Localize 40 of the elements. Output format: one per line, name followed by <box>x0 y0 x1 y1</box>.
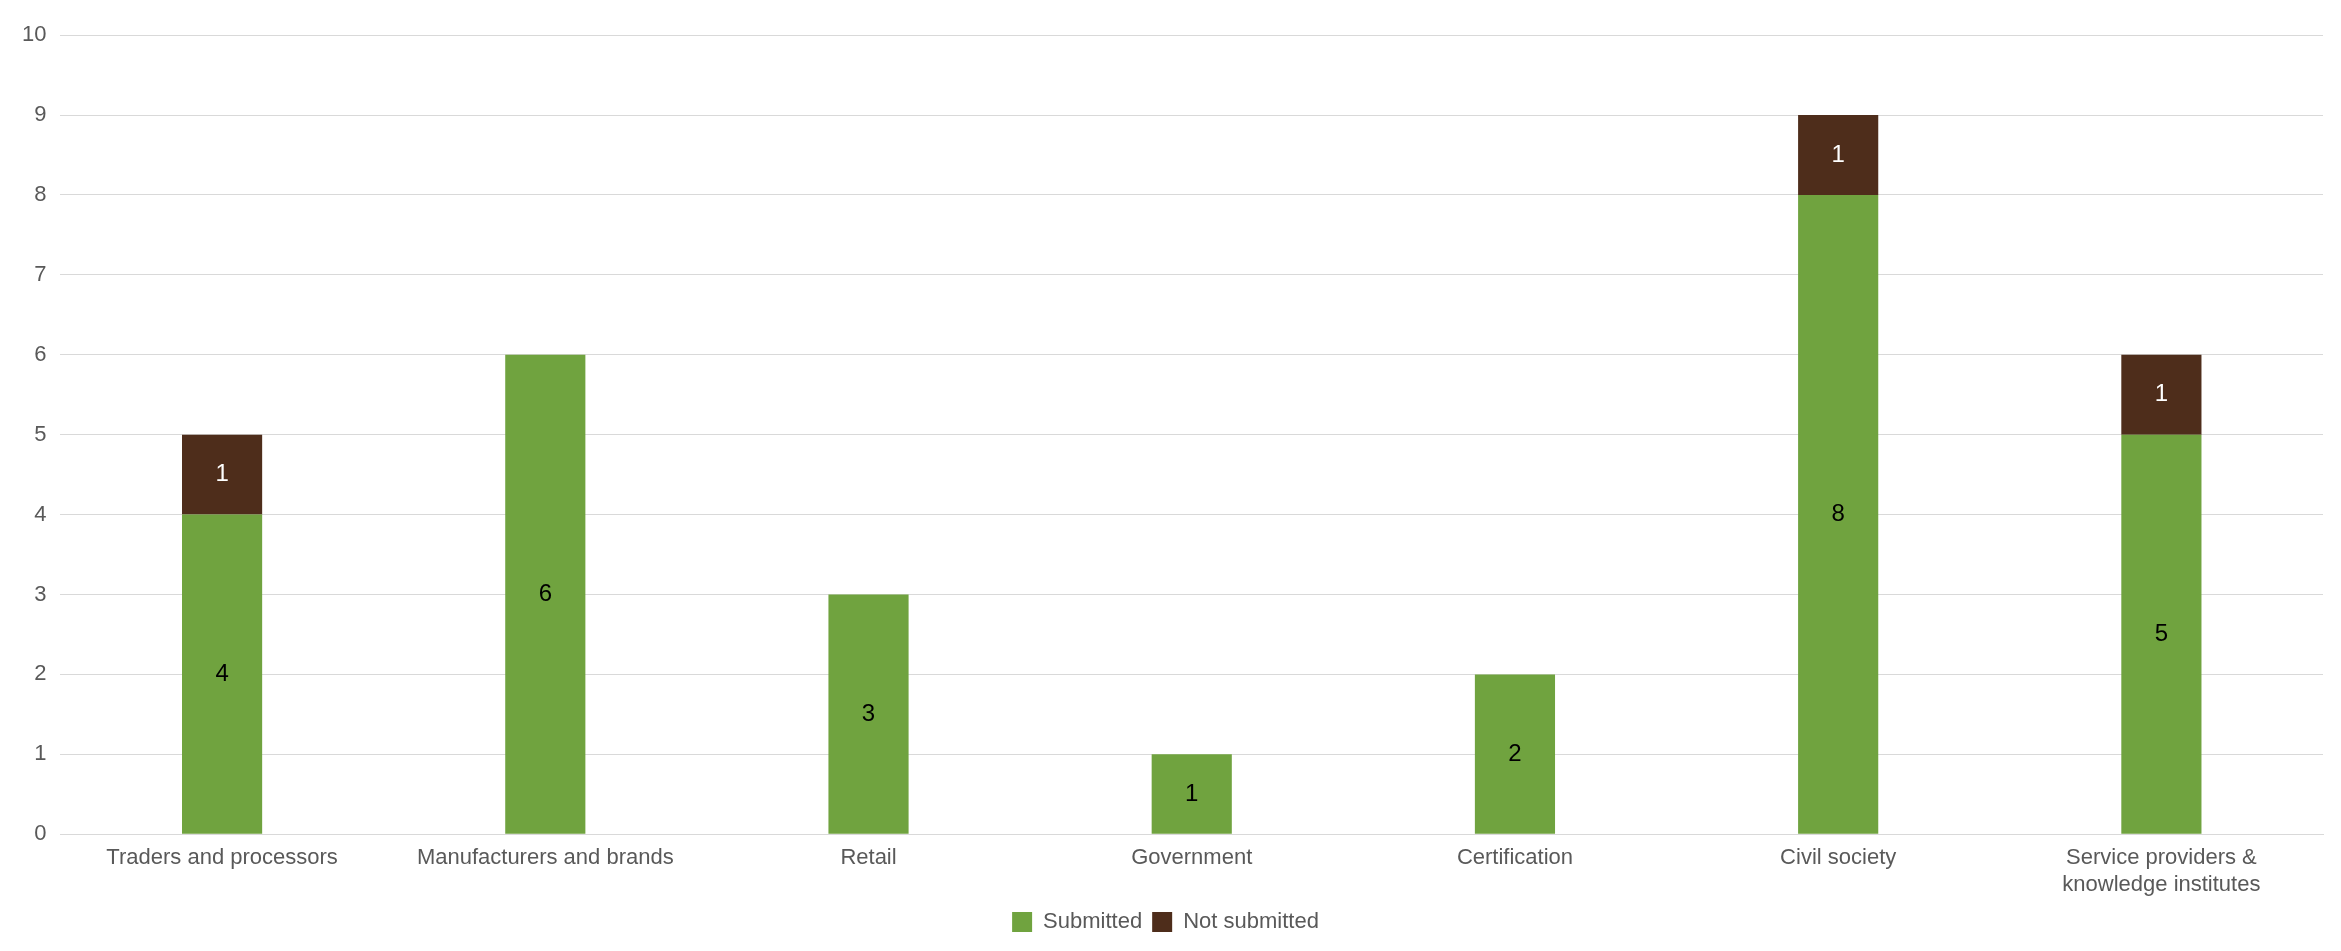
bar <box>2121 354 2202 435</box>
data-label: 1 <box>215 459 229 487</box>
data-label: 1 <box>2154 379 2169 407</box>
bar <box>828 594 909 834</box>
y-tick-label: 6 <box>34 340 47 366</box>
x-tick-label: Manufacturers and brands <box>416 844 674 870</box>
x-tick-label: Traders and processors <box>106 844 338 870</box>
y-tick-label: 5 <box>34 420 47 446</box>
y-tick-label: 0 <box>34 820 47 846</box>
bar <box>182 434 263 515</box>
x-tick-label: Civil society <box>1780 844 1897 870</box>
bar <box>1798 115 1879 195</box>
data-label: 2 <box>1508 738 1522 766</box>
bar <box>182 514 263 834</box>
data-label: 5 <box>2154 618 2169 646</box>
y-tick-label: 3 <box>34 580 47 606</box>
y-tick-label: 1 <box>34 740 47 766</box>
legend-label: Submitted <box>1043 908 1143 934</box>
x-tick-label: Government <box>1131 844 1253 870</box>
x-tick-label: Service providers & knowledge institutes <box>2062 844 2261 896</box>
bar <box>1474 674 1556 834</box>
data-label: 1 <box>1831 139 1845 167</box>
y-tick-label: 8 <box>34 181 47 207</box>
x-tick-label: Certification <box>1456 844 1574 870</box>
y-tick-label: 7 <box>34 260 47 286</box>
y-tick-label: 2 <box>34 660 47 686</box>
x-tick-label: Retail <box>840 844 897 870</box>
data-label: 6 <box>538 578 552 606</box>
data-label: 8 <box>1831 498 1845 526</box>
y-tick-label: 4 <box>34 500 47 526</box>
data-label: 1 <box>1185 778 1199 806</box>
bar <box>1151 754 1232 834</box>
bar <box>505 354 586 834</box>
bar <box>2121 434 2202 834</box>
data-label: 3 <box>861 698 876 726</box>
y-tick-label: 10 <box>21 21 47 47</box>
data-label: 4 <box>215 658 229 686</box>
bar <box>1798 195 1879 834</box>
y-tick-label: 9 <box>34 101 47 127</box>
legend-label: Not submitted <box>1183 908 1319 934</box>
